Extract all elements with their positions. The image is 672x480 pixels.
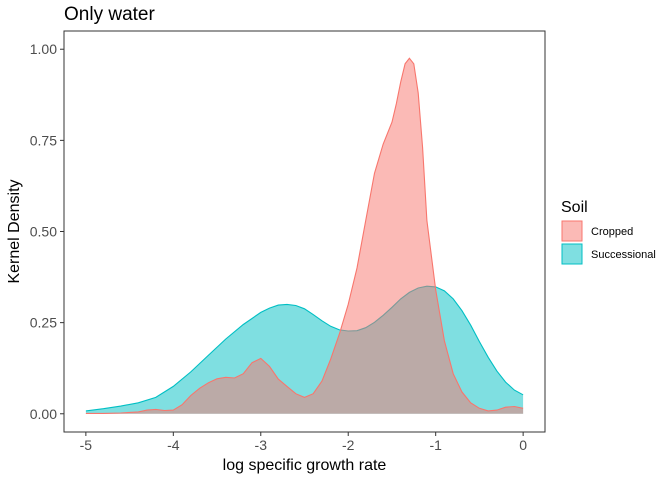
x-axis: -5 -4 -3 -2 -1 0 (80, 432, 527, 453)
plot-area (85, 57, 524, 414)
y-tick-label: 0.50 (30, 224, 57, 240)
y-axis: 0.00 0.25 0.50 0.75 1.00 (30, 41, 64, 422)
legend-title: Soil (561, 199, 588, 216)
legend-key-cropped (561, 220, 583, 242)
x-tick-label: -5 (80, 437, 93, 453)
chart-title: Only water (64, 4, 155, 25)
density-line-cropped (85, 57, 524, 414)
y-tick-label: 0.00 (30, 406, 57, 422)
x-tick-label: -1 (429, 437, 442, 453)
x-axis-title: log specific growth rate (223, 457, 387, 474)
legend-label-cropped: Cropped (591, 226, 633, 238)
y-axis-title: Kernel Density (6, 179, 23, 283)
x-tick-label: -3 (255, 437, 268, 453)
density-area-cropped (85, 58, 524, 414)
x-tick-label: 0 (519, 437, 527, 453)
legend: Soil Cropped Successional (561, 199, 656, 265)
y-tick-label: 0.75 (30, 132, 57, 148)
x-tick-label: -2 (342, 437, 355, 453)
legend-label-successional: Successional (591, 249, 656, 261)
legend-key-successional (561, 243, 583, 265)
y-tick-label: 1.00 (30, 41, 57, 57)
y-tick-label: 0.25 (30, 315, 57, 331)
x-tick-label: -4 (167, 437, 180, 453)
